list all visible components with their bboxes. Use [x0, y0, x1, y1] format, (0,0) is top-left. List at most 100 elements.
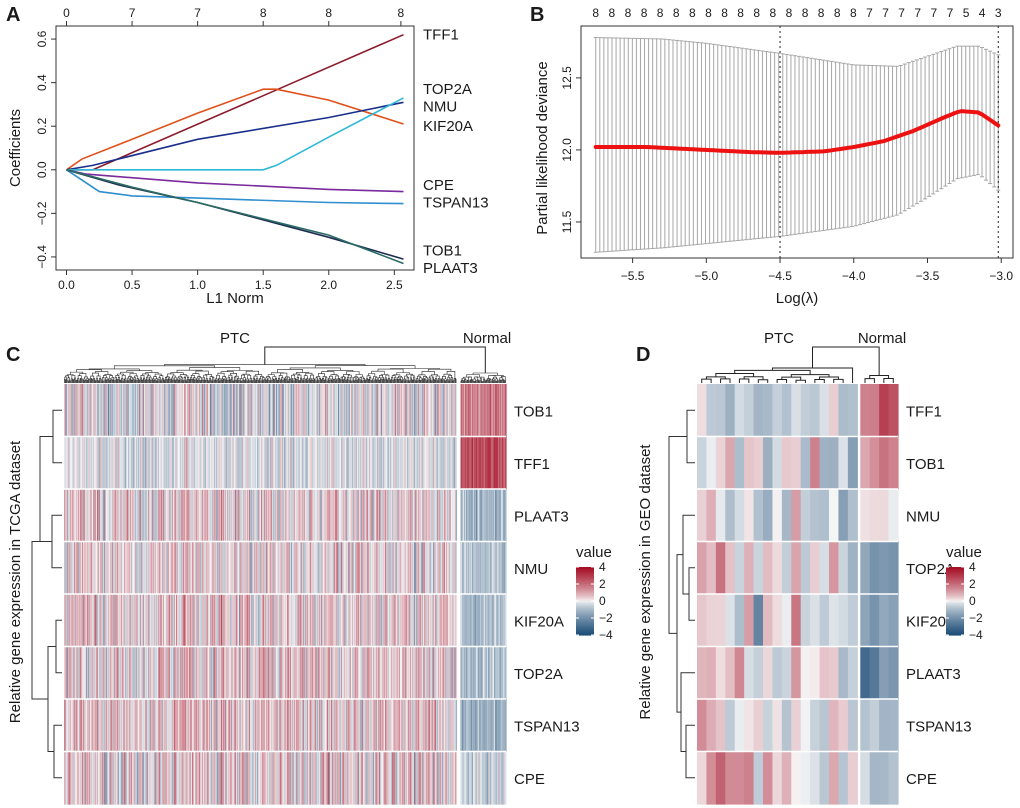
heatmap-cell — [76, 541, 78, 595]
heatmap-cell — [134, 384, 137, 438]
heatmap-cell — [241, 646, 243, 700]
heatmap-cell — [461, 646, 463, 700]
column-dendrogram-branch — [495, 380, 497, 383]
heatmap-cell — [243, 541, 246, 595]
heatmap-cell — [78, 646, 81, 700]
heatmap-cell — [286, 699, 289, 753]
heatmap-cell — [142, 541, 144, 595]
heatmap-cell — [146, 541, 148, 595]
heatmap-cell — [101, 489, 104, 543]
heatmap-cell — [232, 489, 235, 543]
heatmap-cell — [199, 384, 202, 438]
heatmap-cell — [283, 646, 285, 700]
heatmap-cell — [290, 541, 293, 595]
heatmap-cell — [253, 541, 255, 595]
heatmap-cell — [356, 541, 359, 595]
heatmap-cell — [239, 436, 242, 490]
heatmap-cell — [469, 436, 471, 490]
heatmap-cell — [235, 699, 238, 753]
heatmap-cell — [128, 594, 130, 648]
heatmap-cell — [240, 489, 242, 543]
heatmap-cell — [381, 646, 383, 700]
heatmap-cell — [304, 436, 306, 490]
heatmap-cell — [250, 384, 252, 438]
heatmap-cell — [261, 436, 264, 490]
heatmap-cell — [475, 594, 477, 648]
heatmap-cell — [82, 646, 85, 700]
heatmap-cell — [312, 541, 314, 595]
heatmap-cell — [381, 541, 383, 595]
heatmap-cell — [241, 384, 243, 438]
heatmap-cell — [315, 594, 317, 648]
heatmap-cell — [193, 646, 195, 700]
heatmap-cell — [82, 594, 85, 648]
heatmap-cell — [312, 699, 315, 753]
heatmap-cell — [288, 646, 290, 700]
heatmap-cell — [398, 384, 400, 438]
heatmap-cell — [236, 384, 239, 438]
heatmap-cell — [242, 436, 244, 490]
heatmap-cell — [74, 384, 76, 438]
heatmap-cell — [302, 594, 304, 648]
heatmap-cell — [283, 384, 286, 438]
heatmap-cell — [349, 646, 352, 700]
heatmap-cell — [191, 489, 194, 543]
heatmap-cell — [495, 384, 497, 438]
column-dendrogram-branch — [485, 380, 488, 383]
heatmap-cell — [438, 594, 440, 648]
heatmap-cell — [322, 646, 324, 700]
heatmap-cell — [297, 699, 300, 753]
heatmap-cell — [68, 436, 71, 490]
heatmap-cell — [93, 541, 96, 595]
heatmap-cell — [199, 436, 201, 490]
heatmap-cell — [464, 489, 466, 543]
heatmap-cell — [140, 751, 142, 805]
heatmap-cell — [282, 489, 284, 543]
heatmap-cell — [198, 384, 200, 438]
heatmap-cell — [385, 646, 388, 700]
column-dendrogram-branch — [266, 379, 268, 383]
heatmap-cell — [373, 489, 375, 543]
heatmap-cell — [151, 384, 153, 438]
heatmap-cell — [304, 594, 306, 648]
heatmap-cell — [90, 489, 93, 543]
heatmap-cell — [105, 699, 107, 753]
heatmap-cell — [354, 594, 356, 648]
heatmap-cell — [188, 699, 191, 753]
heatmap-cell — [213, 594, 215, 648]
heatmap-cell — [407, 699, 409, 753]
heatmap-cell — [115, 751, 117, 805]
b-x-tick-label: −5.5 — [621, 269, 645, 283]
heatmap-cell — [74, 541, 76, 595]
heatmap-cell — [323, 594, 325, 648]
heatmap-cell — [476, 541, 479, 595]
heatmap-cell — [296, 699, 298, 753]
heatmap-cell — [239, 699, 241, 753]
heatmap-cell — [493, 489, 495, 543]
heatmap-cell — [92, 489, 94, 543]
heatmap-cell — [462, 699, 464, 753]
heatmap-cell — [93, 594, 96, 648]
b-top-count-label: 8 — [592, 6, 599, 20]
heatmap-cell — [131, 384, 133, 438]
heatmap-cell — [340, 541, 342, 595]
heatmap-cell — [369, 646, 371, 700]
heatmap-cell — [397, 541, 399, 595]
heatmap-cell — [84, 751, 86, 805]
heatmap-cell — [467, 489, 469, 543]
column-dendrogram-branch — [95, 380, 97, 383]
heatmap-cell — [107, 646, 110, 700]
heatmap-cell — [465, 646, 467, 700]
heatmap-cell — [232, 594, 235, 648]
heatmap-cell — [242, 489, 245, 543]
heatmap-cell — [188, 541, 191, 595]
heatmap-cell — [195, 384, 197, 438]
heatmap-cell — [151, 594, 154, 648]
column-dendrogram-branch — [180, 379, 182, 383]
heatmap-cell — [330, 489, 332, 543]
heatmap-cell — [414, 646, 416, 700]
heatmap-cell — [111, 436, 113, 490]
heatmap-cell — [462, 594, 465, 648]
heatmap-cell — [354, 489, 356, 543]
heatmap-cell — [134, 594, 137, 648]
